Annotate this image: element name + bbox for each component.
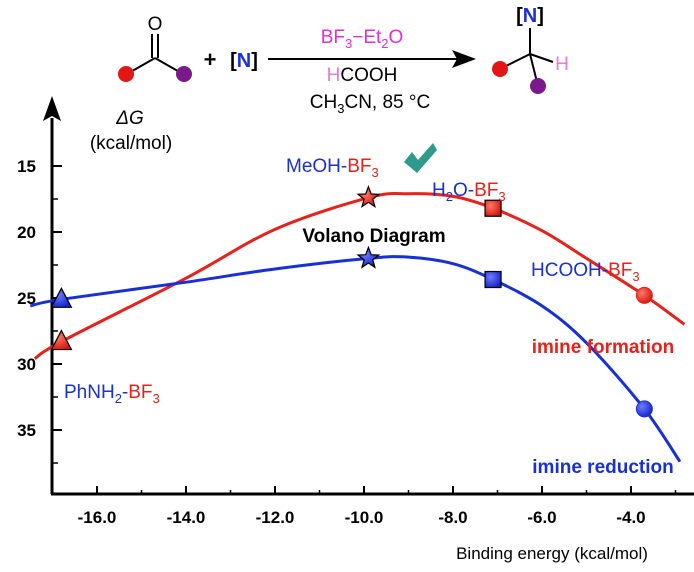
product-hydrogen: H — [555, 54, 569, 75]
x-tick-label: -6.0 — [527, 508, 556, 527]
product-purple-substituent — [530, 78, 546, 94]
imine-reduction-star-marker — [356, 245, 381, 269]
amine-label: [N] — [230, 50, 258, 72]
y-axis-unit: (kcal/mol) — [90, 133, 172, 154]
imine-formation-triangle-marker — [50, 329, 73, 351]
series-curves — [29, 191, 686, 463]
y-tick-label: 25 — [17, 289, 36, 308]
reagent-hcooh: HCOOH — [327, 65, 398, 86]
legend-imine-reduction: imine reduction — [532, 457, 673, 478]
y-axis-title: ΔG (kcal/mol) — [90, 108, 172, 154]
y-axis-symbol: ΔG — [115, 108, 144, 129]
imine-reduction-square-marker — [484, 270, 502, 289]
y-tick-label: 20 — [17, 223, 36, 242]
ketone-structure: O — [118, 14, 192, 82]
x-tick-label: -10.0 — [345, 508, 384, 527]
reaction-scheme: O + [N] BF3−Et2O HCOOH CH3CN, 85 °C [N] — [118, 5, 569, 116]
y-tick-label: 35 — [17, 421, 36, 440]
label-phnh2-bf3: PhNH2-BF3 — [64, 382, 160, 406]
x-axis-ticks: -16.0-14.0-12.0-10.0-8.0-6.0-4.0-2.0 — [78, 486, 677, 527]
label-h2o-bf3: H2O-BF3 — [432, 180, 506, 204]
series-markers — [50, 184, 653, 418]
label-hcooh-bf3: HCOOH-BF3 — [531, 260, 640, 284]
purple-substituent — [176, 66, 192, 82]
y-tick-label: 15 — [17, 157, 36, 176]
reaction-arrow — [268, 50, 476, 68]
x-axis-title: Binding energy (kcal/mol) — [456, 544, 648, 563]
x-tick-label: -16.0 — [78, 508, 117, 527]
x-tick-label: -4.0 — [616, 508, 645, 527]
check-icon — [404, 143, 437, 173]
imine-reduction-triangle-marker — [50, 287, 73, 308]
imine-formation-curve — [33, 191, 686, 360]
label-meoh-bf3: MeOH-BF3 — [286, 156, 379, 180]
y-axis-arrowhead — [43, 96, 61, 121]
legend-imine-formation: imine formation — [532, 337, 675, 358]
x-tick-label: -14.0 — [167, 508, 206, 527]
imine-reduction-circle-marker — [635, 400, 653, 418]
plus-sign: + — [204, 47, 217, 72]
product-red-substituent — [492, 61, 508, 77]
oxygen-atom: O — [148, 14, 163, 35]
imine-formation-circle-marker — [635, 286, 653, 304]
conditions-text: CH3CN, 85 °C — [310, 92, 430, 116]
reagent-bf3-et2o: BF3−Et2O — [321, 27, 404, 51]
x-tick-label: -8.0 — [438, 508, 467, 527]
product-amine-label: [N] — [516, 5, 544, 27]
imine-formation-square-marker — [484, 199, 502, 217]
red-substituent — [118, 66, 134, 82]
imine-formation-star-marker — [356, 184, 381, 209]
diagram-title: Volano Diagram — [302, 226, 445, 247]
y-axis-ticks: 15 20 25 30 35 — [17, 157, 62, 464]
y-tick-label: 30 — [17, 355, 36, 374]
x-tick-label: -12.0 — [256, 508, 295, 527]
product-structure: [N] H — [492, 5, 569, 94]
imine-reduction-curve — [29, 255, 682, 463]
